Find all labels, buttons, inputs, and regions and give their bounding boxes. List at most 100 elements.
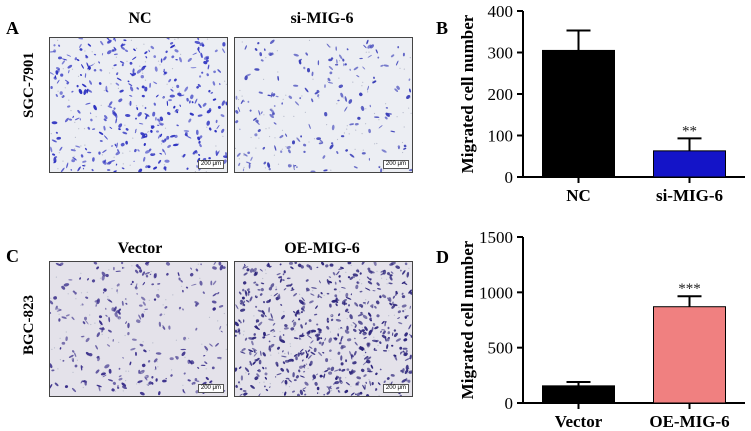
stained-cell xyxy=(238,366,242,369)
stained-cell xyxy=(302,365,306,369)
stained-cell xyxy=(176,111,179,114)
stained-cell xyxy=(268,307,270,313)
stained-cell xyxy=(53,76,57,80)
stained-cell xyxy=(197,83,201,88)
stained-cell xyxy=(158,122,165,125)
stained-cell xyxy=(369,278,372,281)
stained-cell xyxy=(362,314,368,320)
membrane-pore xyxy=(336,138,339,141)
membrane-pore xyxy=(378,119,380,121)
stained-cell xyxy=(299,348,304,353)
stained-cell xyxy=(155,117,157,121)
stained-cell xyxy=(187,359,190,364)
stained-cell xyxy=(392,301,394,305)
membrane-pore xyxy=(180,53,182,55)
stained-cell xyxy=(125,302,128,305)
membrane-pore xyxy=(206,126,208,128)
stained-cell xyxy=(409,305,411,310)
scale-bar-label: 200 μm xyxy=(382,160,409,169)
stained-cell xyxy=(291,140,296,145)
stained-cell xyxy=(324,112,328,117)
stained-cell xyxy=(106,38,110,41)
stained-cell xyxy=(408,78,411,81)
stained-cell xyxy=(86,62,89,68)
stained-cell xyxy=(262,366,265,370)
stained-cell xyxy=(383,64,389,67)
stained-cell xyxy=(216,150,220,156)
stained-cell xyxy=(128,83,133,87)
stained-cell xyxy=(357,320,363,325)
membrane-pore xyxy=(142,72,144,74)
stained-cell xyxy=(314,381,318,386)
membrane-pore xyxy=(329,331,332,333)
stained-cell xyxy=(343,63,345,67)
stained-cell xyxy=(194,98,198,104)
stained-cell xyxy=(68,69,70,74)
stained-cell xyxy=(273,105,276,107)
membrane-pore xyxy=(220,359,222,361)
stained-cell xyxy=(393,332,398,337)
stained-cell xyxy=(387,326,390,330)
stained-cell xyxy=(112,110,116,114)
stained-cell xyxy=(284,391,287,396)
stained-cell xyxy=(321,341,324,346)
stained-cell xyxy=(317,60,320,66)
stained-cell xyxy=(160,58,163,63)
membrane-background xyxy=(50,262,227,396)
stained-cell xyxy=(153,358,158,363)
stained-cell xyxy=(202,157,207,161)
stained-cell xyxy=(67,105,71,108)
membrane-pore xyxy=(327,319,329,321)
image-title-si-mig6: si-MIG-6 xyxy=(290,10,354,27)
stained-cell xyxy=(50,384,53,389)
stained-cell xyxy=(212,280,217,286)
stained-cell xyxy=(187,57,192,62)
stained-cell xyxy=(221,128,225,134)
stained-cell xyxy=(263,48,266,52)
stained-cell xyxy=(215,342,219,347)
membrane-pore xyxy=(84,144,86,146)
stained-cell xyxy=(300,311,303,314)
membrane-pore xyxy=(122,163,124,165)
stained-cell xyxy=(390,262,396,265)
stained-cell xyxy=(105,273,109,278)
stained-cell xyxy=(293,164,295,171)
stained-cell xyxy=(118,98,123,103)
membrane-pore xyxy=(94,322,96,324)
stained-cell xyxy=(161,139,165,143)
membrane-pore xyxy=(73,155,75,157)
membrane-pore xyxy=(157,289,159,291)
membrane-pore xyxy=(352,81,354,83)
stained-cell xyxy=(303,364,306,367)
scale-bar-label: 200 μm xyxy=(197,384,224,393)
stained-cell xyxy=(81,83,87,88)
stained-cell xyxy=(196,85,199,89)
stained-cell xyxy=(345,359,348,363)
stained-cell xyxy=(195,129,199,135)
membrane-pore xyxy=(300,338,302,341)
stained-cell xyxy=(184,133,188,137)
stained-cell xyxy=(376,282,380,286)
stained-cell xyxy=(364,287,371,291)
stained-cell xyxy=(51,369,55,372)
stained-cell xyxy=(378,125,383,129)
stained-cell xyxy=(365,381,368,384)
stained-cell xyxy=(98,151,101,155)
stained-cell xyxy=(191,381,196,385)
stained-cell xyxy=(112,170,117,172)
stained-cell xyxy=(393,329,397,332)
membrane-pore xyxy=(373,336,375,338)
stained-cell xyxy=(346,368,350,371)
stained-cell xyxy=(101,275,105,281)
stained-cell xyxy=(92,157,95,162)
stained-cell xyxy=(396,85,400,90)
stained-cell xyxy=(360,311,363,314)
stained-cell xyxy=(249,268,254,273)
stained-cell xyxy=(64,385,69,389)
membrane-pore xyxy=(58,313,60,315)
membrane-pore xyxy=(388,315,390,317)
stained-cell xyxy=(169,357,174,361)
stained-cell xyxy=(165,377,167,380)
stained-cell xyxy=(326,391,331,395)
